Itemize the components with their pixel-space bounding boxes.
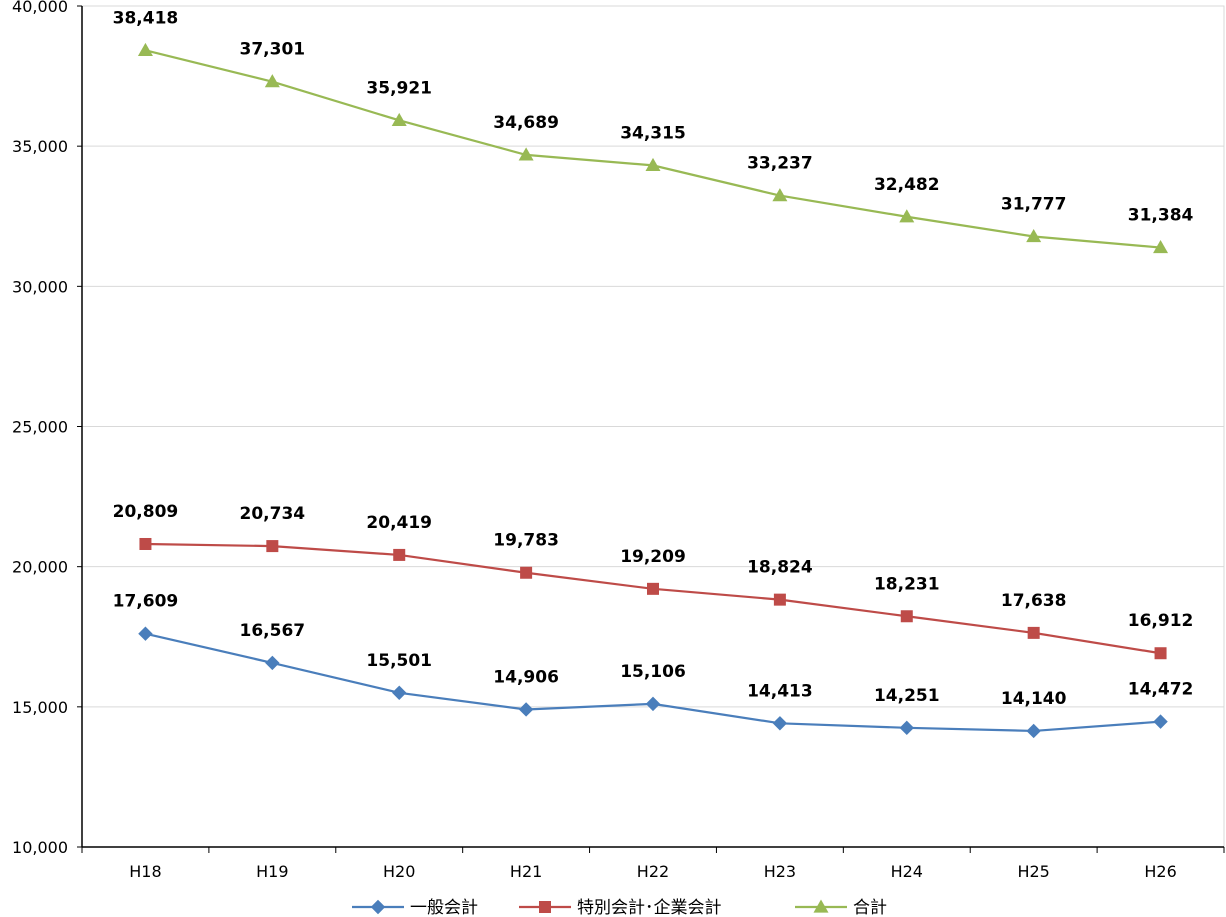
x-tick-label: H21 xyxy=(510,862,542,881)
data-label: 15,501 xyxy=(366,651,432,671)
data-label: 34,689 xyxy=(493,113,559,133)
legend-label: 特別会計･企業会計 xyxy=(577,898,722,917)
data-label: 19,783 xyxy=(493,531,559,551)
data-point xyxy=(393,548,406,561)
data-label: 17,638 xyxy=(1001,591,1067,611)
y-tick-label: 35,000 xyxy=(12,137,68,156)
data-point xyxy=(772,188,788,202)
data-label: 16,567 xyxy=(240,621,306,641)
x-tick-label: H25 xyxy=(1017,862,1049,881)
series-line xyxy=(145,632,1161,733)
data-point xyxy=(899,209,915,223)
data-point xyxy=(138,626,153,641)
series-2 xyxy=(139,537,1167,660)
data-label: 31,777 xyxy=(1001,195,1067,215)
data-label: 17,609 xyxy=(113,592,179,612)
data-point xyxy=(773,593,786,606)
data-label: 20,809 xyxy=(113,502,179,522)
data-point xyxy=(1026,229,1042,243)
data-label: 18,231 xyxy=(874,574,940,594)
data-label: 37,301 xyxy=(240,40,306,60)
data-point xyxy=(900,610,913,623)
data-label: 31,384 xyxy=(1128,206,1194,226)
data-point xyxy=(645,157,661,171)
data-point xyxy=(1026,723,1041,739)
data-point xyxy=(139,537,152,550)
legend-label: 一般会計 xyxy=(410,898,478,917)
data-point xyxy=(1154,647,1167,660)
x-tick-label: H19 xyxy=(256,862,288,881)
data-point xyxy=(1027,626,1040,639)
data-label: 16,912 xyxy=(1128,611,1194,631)
x-tick-label: H18 xyxy=(129,862,161,881)
data-point xyxy=(518,147,534,161)
data-label: 14,140 xyxy=(1001,689,1067,709)
series-line xyxy=(145,49,1161,249)
data-point xyxy=(266,540,279,553)
data-labels: 17,609 16,567 15,501 14,906 15,106 14,413 14,2… xyxy=(113,8,1194,709)
data-point xyxy=(264,74,280,88)
data-point xyxy=(520,566,533,579)
y-tick-label: 40,000 xyxy=(12,0,68,16)
y-tick-label: 30,000 xyxy=(12,277,68,296)
x-tick-label: H22 xyxy=(637,862,669,881)
data-label: 14,251 xyxy=(874,686,940,706)
data-label: 38,418 xyxy=(113,8,179,28)
data-label: 14,906 xyxy=(493,667,559,687)
x-tick-label: H20 xyxy=(383,862,415,881)
data-label: 33,237 xyxy=(747,154,813,174)
data-point xyxy=(391,112,407,126)
x-tick-label: H24 xyxy=(891,862,923,881)
data-label: 20,419 xyxy=(366,513,432,533)
legend: 一般会計 特別会計･企業会計 合計 xyxy=(352,898,887,917)
legend-item-2: 特別会計･企業会計 xyxy=(519,898,722,917)
legend-marker xyxy=(370,899,386,915)
legend-label: 合計 xyxy=(853,898,887,917)
data-point xyxy=(645,696,661,712)
y-tick-label: 20,000 xyxy=(12,558,68,577)
legend-marker xyxy=(813,899,829,913)
y-tick-label: 10,000 xyxy=(12,838,68,857)
data-label: 14,472 xyxy=(1128,680,1194,700)
data-point xyxy=(137,42,153,56)
data-point xyxy=(647,582,659,595)
data-point xyxy=(899,720,914,736)
data-label: 35,921 xyxy=(366,78,432,98)
series-3 xyxy=(137,42,1169,254)
series-group xyxy=(137,42,1169,739)
y-tick-label: 25,000 xyxy=(12,418,68,437)
x-tick-label: H26 xyxy=(1144,862,1176,881)
data-point xyxy=(1153,714,1168,729)
data-point xyxy=(392,685,407,700)
data-label: 20,734 xyxy=(240,504,306,524)
legend-item-3: 合計 xyxy=(795,898,887,917)
data-point xyxy=(518,702,534,717)
legend-item-1: 一般会計 xyxy=(352,898,478,917)
data-point xyxy=(1153,240,1169,254)
data-label: 34,315 xyxy=(620,123,686,143)
data-label: 32,482 xyxy=(874,175,940,195)
data-label: 14,413 xyxy=(747,681,813,701)
legend-marker xyxy=(539,901,551,913)
data-label: 19,209 xyxy=(620,547,686,567)
series-1 xyxy=(138,626,1168,739)
data-point xyxy=(772,716,788,731)
data-label: 15,106 xyxy=(620,662,686,682)
y-axis-ticks: 10,000 15,000 20,000 25,000 30,000 35,000 40,0… xyxy=(12,0,82,857)
x-tick-label: H23 xyxy=(764,862,796,881)
x-axis-ticks: H18 H19 H20 H21 H22 H23 H24 H25 H26 xyxy=(81,847,1225,881)
y-tick-label: 15,000 xyxy=(12,698,68,717)
data-label: 18,824 xyxy=(747,558,813,578)
data-point xyxy=(265,655,280,671)
